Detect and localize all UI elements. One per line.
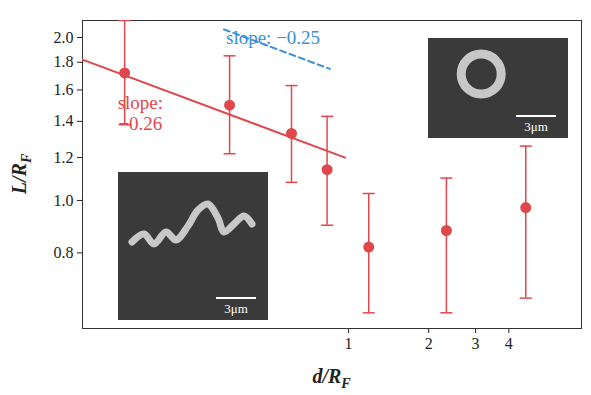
svg-text:2: 2 [425,335,433,352]
svg-text:3μm: 3μm [524,119,548,134]
svg-text:1.8: 1.8 [54,53,74,70]
svg-text:1.6: 1.6 [54,81,74,98]
svg-text:1: 1 [345,335,353,352]
svg-text:2.0: 2.0 [54,29,74,46]
svg-text:slope: −0.25: slope: −0.25 [226,27,320,48]
svg-text:4: 4 [505,335,513,352]
svg-text:slope:−0.26: slope:−0.26 [118,92,163,134]
svg-text:1.2: 1.2 [54,149,74,166]
svg-text:L/RF: L/RF [8,153,34,195]
svg-text:1.4: 1.4 [54,112,74,129]
svg-text:3μm: 3μm [224,301,248,316]
svg-text:1.0: 1.0 [54,192,74,209]
svg-text:d/RF: d/RF [312,365,351,391]
svg-text:0.8: 0.8 [54,244,74,261]
svg-text:3: 3 [472,335,480,352]
